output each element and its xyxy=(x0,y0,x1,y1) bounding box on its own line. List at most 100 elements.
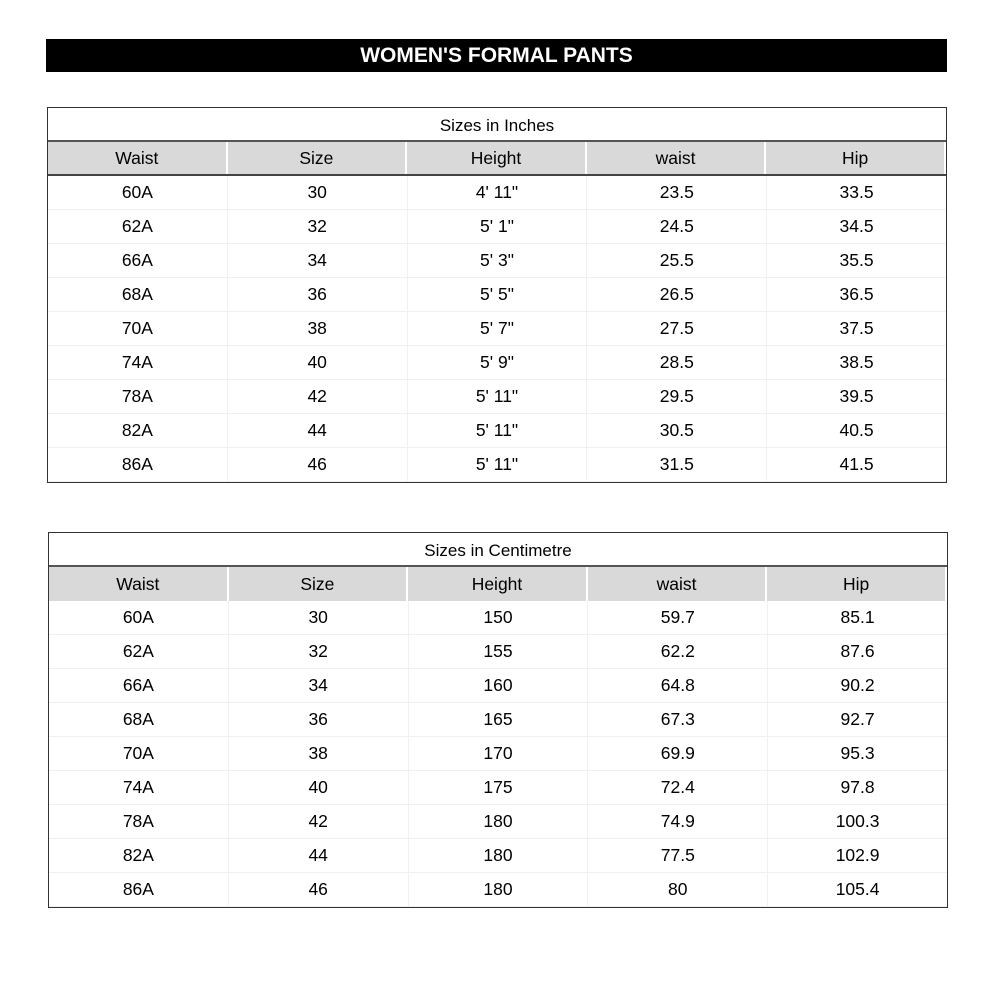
table-cell: 70A xyxy=(48,312,228,345)
table-cell: 23.5 xyxy=(587,176,768,209)
table-cell: 82A xyxy=(49,839,229,872)
table-cell: 38 xyxy=(228,312,408,345)
table-cell: 31.5 xyxy=(587,448,768,481)
table-cell: 86A xyxy=(49,873,229,906)
table-row: 68A 36 165 67.3 92.7 xyxy=(49,703,947,737)
table-cell: 36 xyxy=(229,703,409,736)
column-header: Size xyxy=(228,142,408,174)
table-cell: 44 xyxy=(228,414,408,447)
table-cell: 5' 11" xyxy=(408,414,588,447)
table-cell: 38.5 xyxy=(839,352,874,372)
table-cell: 5' 3" xyxy=(408,244,588,277)
table-cell: 32 xyxy=(228,210,408,243)
table-cell: 62A xyxy=(48,210,228,243)
column-header: Height xyxy=(407,142,587,174)
table-cell: 30 xyxy=(228,176,408,209)
table-cell: 46 xyxy=(228,448,408,481)
table-cell: 175 xyxy=(409,771,589,804)
table-cell: 72.4 xyxy=(588,771,769,804)
inches-size-table: Sizes in Inches Waist Size Height waist Hip 6… xyxy=(47,107,947,483)
table-cell: 155 xyxy=(409,635,589,668)
table-row: 82A 44 5' 11" 30.5 40.5 xyxy=(48,414,946,448)
column-header: Hip xyxy=(766,142,946,174)
table-cell: 29.5 xyxy=(587,380,768,413)
table-cell: 30 xyxy=(229,601,409,634)
table-cell: 5' 9" xyxy=(408,346,588,379)
table-cell: 4' 11" xyxy=(408,176,588,209)
table-row: 70A 38 170 69.9 95.3 xyxy=(49,737,947,771)
table-cell: 74A xyxy=(49,771,229,804)
table-cell: 87.6 xyxy=(840,641,875,661)
column-header: Waist xyxy=(49,567,229,601)
table-row: 86A 46 180 80 105.4 xyxy=(49,873,947,907)
header-row: Waist Size Height waist Hip xyxy=(49,567,947,601)
table-cell: 78A xyxy=(48,380,228,413)
table-cell: 180 xyxy=(409,805,589,838)
table-cell: 80 xyxy=(588,873,769,906)
table-cell: 85.1 xyxy=(840,607,875,627)
table-cell: 74.9 xyxy=(588,805,769,838)
column-header: waist xyxy=(588,567,768,601)
table-row: 60A 30 4' 11" 23.5 33.5 xyxy=(48,176,946,210)
table-cell: 66A xyxy=(48,244,228,277)
table-cell: 35.5 xyxy=(839,250,874,270)
table-cell: 102.9 xyxy=(835,845,880,865)
centimetre-size-table: Sizes in Centimetre Waist Size Height waist… xyxy=(48,532,948,908)
table-cell: 38 xyxy=(229,737,409,770)
table-row: 74A 40 5' 9" 28.5 38.5 xyxy=(48,346,946,380)
table-cell: 41.5 xyxy=(839,454,874,474)
table-row: 86A 46 5' 11" 31.5 41.5 xyxy=(48,448,946,482)
table-cell: 70A xyxy=(49,737,229,770)
table-cell: 37.5 xyxy=(839,318,874,338)
column-header: Height xyxy=(408,567,588,601)
table-cell: 97.8 xyxy=(840,777,875,797)
table-cell: 95.3 xyxy=(840,743,875,763)
table-cell: 40.5 xyxy=(839,420,874,440)
table-cell: 170 xyxy=(409,737,589,770)
table-row: 62A 32 155 62.2 87.6 xyxy=(49,635,947,669)
table-cell: 180 xyxy=(409,873,589,906)
table-cell: 62A xyxy=(49,635,229,668)
table-cell: 67.3 xyxy=(588,703,769,736)
table-row: 68A 36 5' 5" 26.5 36.5 xyxy=(48,278,946,312)
column-header: Hip xyxy=(767,567,947,601)
table-row: 66A 34 5' 3" 25.5 35.5 xyxy=(48,244,946,278)
table-row: 70A 38 5' 7" 27.5 37.5 xyxy=(48,312,946,346)
column-header: Size xyxy=(229,567,409,601)
table-cell: 5' 11" xyxy=(408,448,588,481)
table-row: 66A 34 160 64.8 90.2 xyxy=(49,669,947,703)
table-row: 82A 44 180 77.5 102.9 xyxy=(49,839,947,873)
table-cell: 27.5 xyxy=(587,312,768,345)
table-cell: 42 xyxy=(228,380,408,413)
table-cell: 92.7 xyxy=(840,709,875,729)
table-cell: 180 xyxy=(409,839,589,872)
table-cell: 64.8 xyxy=(588,669,769,702)
table-cell: 69.9 xyxy=(588,737,769,770)
table-cell: 33.5 xyxy=(839,182,874,202)
table-cell: 74A xyxy=(48,346,228,379)
table-cell: 100.3 xyxy=(835,811,880,831)
table-cell: 36 xyxy=(228,278,408,311)
table-cell: 24.5 xyxy=(587,210,768,243)
table-cell: 40 xyxy=(229,771,409,804)
table-cell: 68A xyxy=(48,278,228,311)
table-cell: 28.5 xyxy=(587,346,768,379)
table-cell: 59.7 xyxy=(588,601,769,634)
table-cell: 34 xyxy=(229,669,409,702)
table-cell: 36.5 xyxy=(839,284,874,304)
table-cell: 39.5 xyxy=(839,386,874,406)
table-cell: 105.4 xyxy=(835,879,880,899)
table-cell: 77.5 xyxy=(588,839,769,872)
table-cell: 150 xyxy=(409,601,589,634)
table-cell: 44 xyxy=(229,839,409,872)
table-cell: 30.5 xyxy=(587,414,768,447)
table-row: 62A 32 5' 1" 24.5 34.5 xyxy=(48,210,946,244)
table-cell: 82A xyxy=(48,414,228,447)
column-header: waist xyxy=(587,142,767,174)
table-cell: 78A xyxy=(49,805,229,838)
table-cell: 160 xyxy=(409,669,589,702)
table-cell: 68A xyxy=(49,703,229,736)
table-cell: 60A xyxy=(49,601,229,634)
table-cell: 62.2 xyxy=(588,635,769,668)
table-cell: 5' 5" xyxy=(408,278,588,311)
